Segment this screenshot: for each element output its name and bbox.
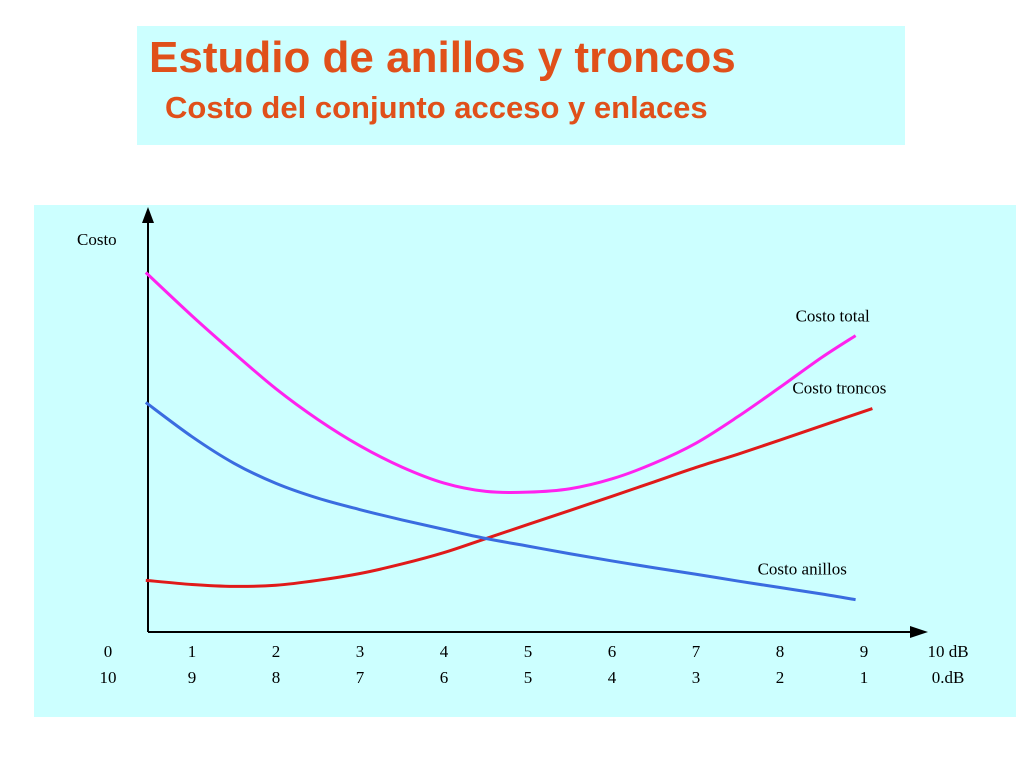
x-tick-top-9: 9	[860, 642, 869, 661]
x-tick-bottom-0: 10	[100, 668, 117, 687]
x-axis-arrow	[910, 626, 928, 638]
x-tick-top-6: 6	[608, 642, 617, 661]
x-tick-top-5: 5	[524, 642, 533, 661]
series-line-3	[144, 401, 856, 602]
series-line-2	[145, 407, 873, 588]
x-tick-bottom-10: 0.dB	[932, 668, 965, 687]
series-label-2: Costo troncos	[792, 379, 886, 398]
x-tick-top-4: 4	[440, 642, 449, 661]
title-box: Estudio de anillos y troncos Costo del c…	[137, 26, 905, 145]
series-label-1: Costo total	[796, 307, 870, 326]
x-tick-top-10: 10 dB	[927, 642, 968, 661]
x-tick-top-8: 8	[776, 642, 785, 661]
x-tick-bottom-6: 4	[608, 668, 617, 687]
x-tick-bottom-7: 3	[692, 668, 701, 687]
x-tick-bottom-3: 7	[356, 668, 365, 687]
y-axis-arrow	[142, 207, 154, 223]
x-tick-bottom-4: 6	[440, 668, 449, 687]
chart-panel: Costo Costo total Costo troncos Costo anil…	[34, 205, 1016, 717]
x-tick-bottom-5: 5	[524, 668, 533, 687]
x-tick-bottom-2: 8	[272, 668, 281, 687]
chart-svg: Costo Costo total Costo troncos Costo anil…	[77, 207, 969, 687]
series-line-1	[144, 271, 857, 495]
x-tick-bottom-8: 2	[776, 668, 785, 687]
x-tick-top-7: 7	[692, 642, 701, 661]
x-tick-top-2: 2	[272, 642, 281, 661]
x-tick-bottom-1: 9	[188, 668, 197, 687]
page-subtitle: Costo del conjunto acceso y enlaces	[165, 90, 708, 125]
x-tick-top-3: 3	[356, 642, 365, 661]
x-tick-bottom-9: 1	[860, 668, 869, 687]
x-tick-top-1: 1	[188, 642, 197, 661]
ticks-layer: 0 1 2 3 4 5 6 7 8 9 10 dB 10 9 8 7 6 5 4 3 2 1 0.dB	[100, 642, 969, 687]
page-title: Estudio de anillos y troncos	[149, 33, 736, 82]
series-layer: Costo total Costo troncos Costo anillos	[144, 271, 886, 602]
y-axis-label: Costo	[77, 230, 117, 249]
series-label-3: Costo anillos	[758, 560, 847, 579]
x-tick-top-0: 0	[104, 642, 113, 661]
